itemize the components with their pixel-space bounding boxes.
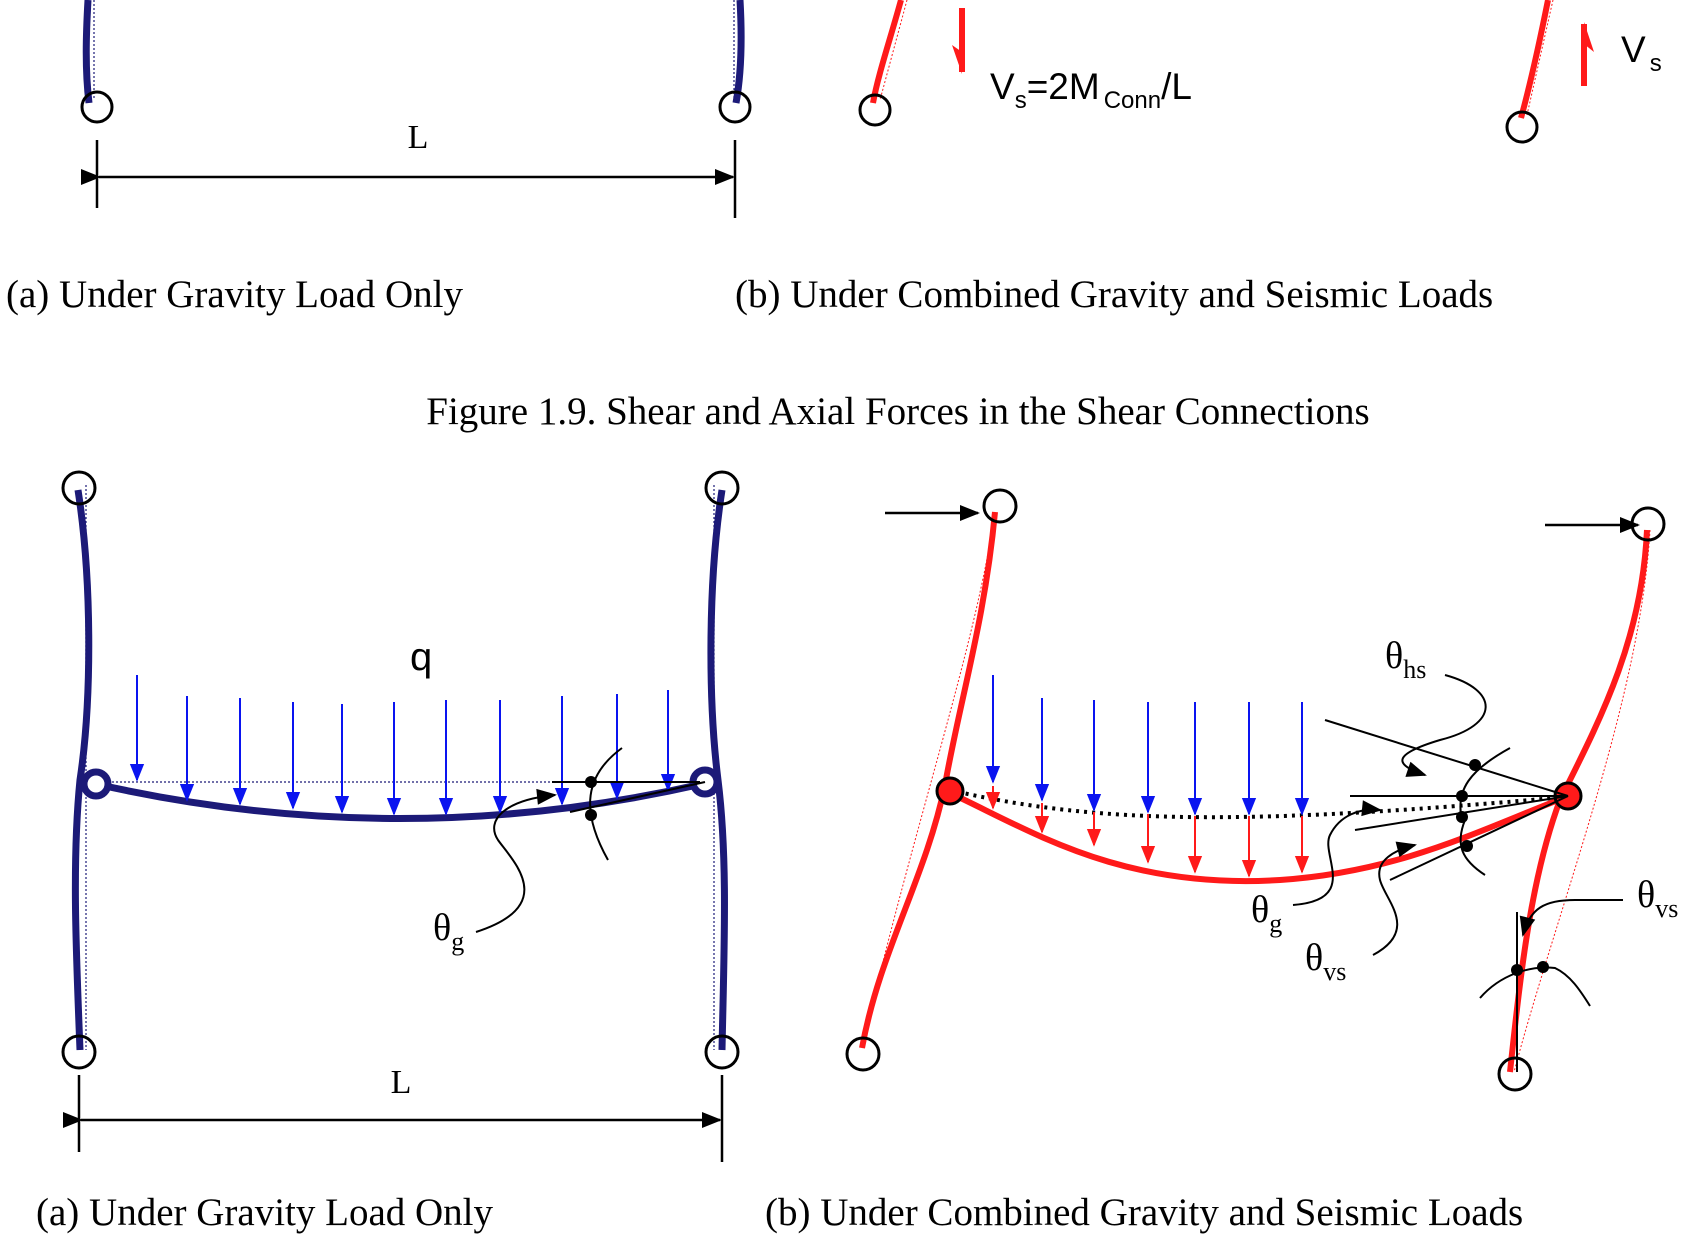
theta-arc-lower (1459, 819, 1486, 876)
seismic-beam-left-hinge-icon (935, 776, 965, 806)
shear-equation: Vs=2M Conn/L (990, 66, 1192, 114)
theta-node-icon (1461, 840, 1473, 852)
top-dim-label: L (408, 119, 429, 156)
figure-caption: Figure 1.9. Shear and Axial Forces in th… (426, 390, 1369, 433)
theta-g-tangent (569, 781, 706, 813)
top-left-pin-icon (80, 90, 114, 124)
theta-seismic-line (1389, 795, 1569, 881)
top-left-column (82, 0, 93, 104)
top-gravity-frame: L (80, 0, 752, 218)
theta-g-label: θg (433, 907, 464, 956)
top-caption-a: (a) Under Gravity Load Only (6, 273, 464, 316)
theta-vs-label: θvs (1637, 874, 1678, 923)
column-rotation-arc (1479, 966, 1591, 1007)
seismic-beam-deformed (948, 790, 1568, 885)
bottom-gravity-frame: q θg L (61, 470, 740, 1162)
theta-node-icon (1469, 759, 1481, 771)
theta-g-arc (589, 747, 623, 861)
top-seismic-left-pin-icon (858, 93, 892, 127)
shear-arrow-down-head-icon (952, 45, 962, 74)
theta-vs-leader (1372, 841, 1417, 956)
top-seismic-right-undeformed (1526, 0, 1554, 116)
seismic-left-column-undeformed (861, 511, 996, 1049)
beam-left-hinge-icon (80, 768, 112, 800)
top-caption-b: (b) Under Combined Gravity and Seismic L… (735, 273, 1493, 316)
theta-node-icon (1456, 790, 1468, 802)
top-seismic-left-column (870, 0, 904, 104)
seismic-gravity-load-arrows (985, 675, 1310, 816)
bottom-right-top-pin-icon (704, 470, 740, 506)
seismic-left-bottom-pin-icon (845, 1036, 881, 1072)
top-seismic-right-pin-icon (1505, 110, 1539, 144)
column-rotation-node-icon (1511, 964, 1523, 976)
bottom-left-top-pin-icon (61, 470, 97, 506)
column-rotation-node-icon (1537, 961, 1549, 973)
theta-vs-column-leader (1519, 899, 1623, 937)
seismic-load-arrows (985, 786, 1310, 878)
seismic-beam-gravity-shape (949, 788, 1566, 820)
load-label-q: q (410, 635, 432, 679)
theta-g-leader-b (1292, 800, 1382, 906)
bottom-seismic-frame: θhs θg θvs θvs (845, 488, 1678, 1092)
theta-vs-label-b: θvs (1305, 937, 1346, 986)
theta-hs-leader (1401, 674, 1487, 777)
bottom-caption-b: (b) Under Combined Gravity and Seismic L… (765, 1191, 1523, 1234)
distributed-load-arrows (129, 675, 676, 816)
bottom-dim-label: L (391, 1064, 412, 1101)
seismic-right-bottom-pin-icon (1497, 1056, 1533, 1092)
seismic-right-column-undeformed (1513, 529, 1651, 1073)
theta-g-node-icon (585, 809, 597, 821)
bottom-left-column (71, 489, 93, 1051)
top-right-pin-icon (718, 90, 752, 124)
bottom-caption-a: (a) Under Gravity Load Only (36, 1191, 494, 1234)
bottom-right-bottom-pin-icon (704, 1034, 740, 1070)
theta-hs-label: θhs (1385, 635, 1426, 684)
bottom-left-bottom-pin-icon (61, 1034, 97, 1070)
theta-node-icon (1456, 811, 1468, 823)
theta-g-leader (475, 788, 557, 933)
theta-g-label-b: θg (1251, 889, 1282, 938)
seismic-left-top-pin-icon (982, 488, 1018, 524)
shear-arrow-up-head-icon (1584, 22, 1594, 52)
top-seismic-left-undeformed (879, 0, 908, 101)
theta-g-node-icon (585, 776, 597, 788)
theta-hs-line (1324, 719, 1569, 797)
top-seismic-right-column (1518, 0, 1551, 119)
top-right-column (732, 0, 745, 104)
theta-arc-upper (1459, 747, 1511, 821)
